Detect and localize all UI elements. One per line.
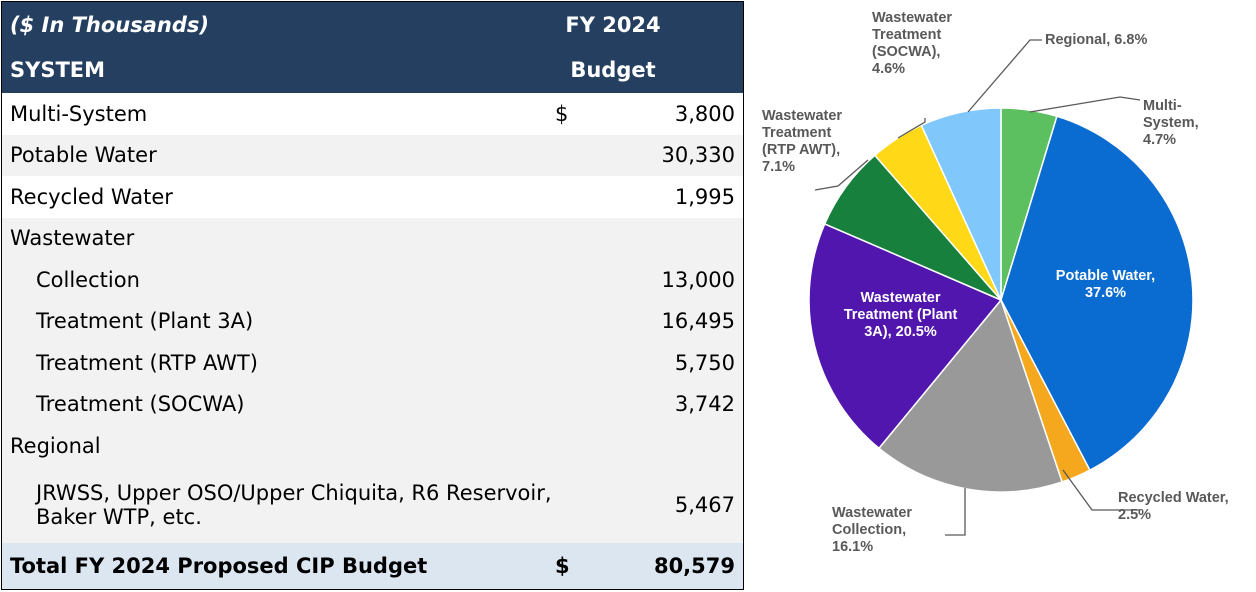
slice-label: Regional, 6.8% <box>1045 32 1148 48</box>
cell: 3,742 <box>674 392 735 417</box>
cell: 30,330 <box>661 143 735 168</box>
header-cell: FY 2024 <box>565 12 661 37</box>
leader-line <box>1062 469 1140 511</box>
table-row: Potable Water 30,330 <box>2 134 743 176</box>
table-row: Treatment (RTP AWT) 5,750 <box>2 342 743 384</box>
slice-label: Wastewater Treatment (SOCWA), 4.6% <box>872 10 953 77</box>
leader-line <box>897 118 926 139</box>
cell: 80,579 <box>653 553 735 578</box>
table-row: Regional <box>2 425 743 467</box>
leader-line <box>1029 96 1141 113</box>
cell: 1,995 <box>674 184 735 209</box>
cell: Multi-System <box>10 101 148 126</box>
cell: Collection <box>36 267 140 292</box>
cell: $ <box>555 553 570 578</box>
cell: 3,800 <box>674 101 735 126</box>
cell: $ <box>555 101 569 126</box>
slice-label: Wastewater Treatment (RTP AWT), 7.1% <box>762 108 843 175</box>
slice-label: Potable Water, 37.6% <box>1055 268 1156 301</box>
leader-line <box>945 488 966 536</box>
cell: Total FY 2024 Proposed CIP Budget <box>10 553 428 578</box>
table-row: Treatment (Plant 3A) 16,495 <box>2 300 743 342</box>
pie-slice <box>920 107 1002 301</box>
cell: 5,750 <box>674 350 735 375</box>
cell: JRWSS, Upper OSO/Upper Chiquita, R6 Rese… <box>36 480 552 529</box>
pie-slice <box>1000 115 1194 472</box>
table-row: Multi-System $3,800 <box>2 93 743 135</box>
leader-line <box>967 39 1042 113</box>
table-row: Collection 13,000 <box>2 259 743 301</box>
pie-slice <box>877 298 1064 493</box>
cell: Wastewater <box>10 226 135 251</box>
cell: 13,000 <box>661 267 735 292</box>
cell: Potable Water <box>10 143 157 168</box>
budget-table: ($ In Thousands) FY 2024 SYSTEM Budget Mul… <box>1 1 744 590</box>
table-row: JRWSS, Upper OSO/Upper Chiquita, R6 Rese… <box>2 466 743 543</box>
slice-label: Wastewater Treatment (Plant 3A), 20.5% <box>843 290 958 340</box>
table-body: Multi-System $3,800 Potable Water 30,330 Rec… <box>2 93 743 543</box>
table-row: Recycled Water 1,995 <box>2 176 743 218</box>
slice-label: Recycled Water, 2.5% <box>1118 490 1229 523</box>
cell: Treatment (RTP AWT) <box>36 350 258 375</box>
header-cell: ($ In Thousands) <box>10 12 209 37</box>
leader-line <box>814 159 869 191</box>
total-row: Total FY 2024 Proposed CIP Budget $80,579 <box>2 542 743 589</box>
cell: Treatment (Plant 3A) <box>36 309 254 334</box>
cell: 5,467 <box>674 492 735 517</box>
header-row: ($ In Thousands) FY 2024 <box>2 2 743 48</box>
slice-label: Wastewater Collection, 16.1% <box>832 505 913 555</box>
cell: Treatment (SOCWA) <box>36 392 245 417</box>
header-row: SYSTEM Budget <box>2 47 743 93</box>
cell: Recycled Water <box>10 184 173 209</box>
header-cell: Budget <box>570 58 656 83</box>
slice-label: Multi-System, 4.7% <box>1143 98 1199 148</box>
header-cell: SYSTEM <box>10 58 106 83</box>
table-row: Wastewater <box>2 217 743 259</box>
table-row: Treatment (SOCWA) 3,742 <box>2 383 743 425</box>
cell: 16,495 <box>661 309 735 334</box>
cell: Regional <box>10 433 101 458</box>
